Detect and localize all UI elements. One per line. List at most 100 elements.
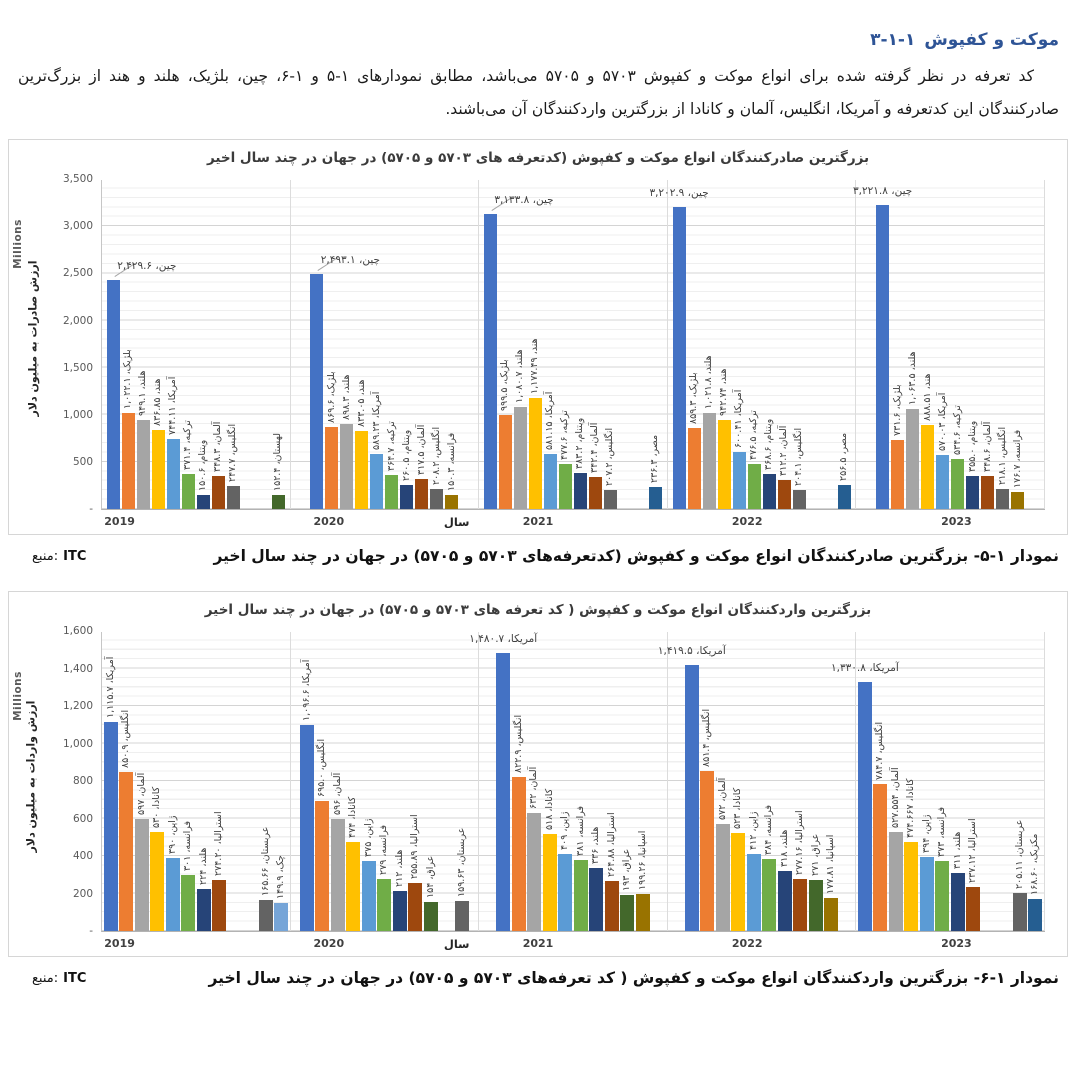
year-group-2019: چین، ۲,۴۲۹.۶ بلژیک، ۱,۰۲۲.۱ هلند، ۹۴۹.۱ هند… [102,179,291,510]
bar-slot: انگلیس، ۸۲۲.۹ [511,631,526,932]
bar-slot: آمریکا، ۵۷۰.۰۳ [936,179,950,510]
plot-grid: آمریکا، ۱,۱۱۵.۷ انگلیس، ۸۵۰.۹ آلمان، ۵۹۷ کا… [101,631,1045,933]
bar-اسپانیا [824,897,839,932]
bar-slot: ترکیه، ۵۳۴.۶ [951,179,965,510]
bar-slot: ترکیه، ۳۷۱.۴ [181,179,195,510]
bar-مصر [837,484,851,510]
bar-slot: آمریکا، ۱,۱۱۵.۷ [103,631,118,932]
bar-value-label: چین، ۳,۲۲۱.۸ [853,185,913,198]
bar-value-label: آلمان، ۳۴۲.۴ [589,422,601,473]
x-axis-title: سال [443,937,470,952]
bar-آلمان [211,476,225,510]
y-tick-label: 200 [72,887,93,900]
bar-هند [921,425,935,510]
bar-value-label: فرانسه، ۳۷۳ [936,807,948,858]
year-group-2019: آمریکا، ۱,۱۱۵.۷ انگلیس، ۸۵۰.۹ آلمان، ۵۹۷ کا… [102,631,291,932]
bar-slot: آلمان، ۶۳۲ [527,631,542,932]
bar-value-label: ترکیه، ۳۶۴.۷ [385,420,397,471]
bar-slot: انگلیس، ۸۵۱.۴ [700,631,715,932]
bar-slot: فرانسه، ۱۵۰.۳ [445,179,459,510]
bar-کانادا [904,842,919,932]
y-tick-label: 3,000 [62,220,93,233]
bar-هلند [906,408,920,510]
bar-value-label: هلند، ۸۹۸.۳ [340,374,352,421]
bar-چک [274,903,289,932]
bar-value-label: کانادا، ۵۱۸ [543,788,555,830]
source-2: منبع: ITC [32,971,86,986]
year-group-2020: چین، ۲,۴۹۳.۱ بلژیک، ۸۶۹.۶ هلند، ۸۹۸.۳ هند، … [291,179,480,510]
bar-value-label: آمریکا، ۵۷۰.۰۳ [936,392,948,452]
bar-آلمان [134,819,149,932]
bar-slot: آلمان، ۵۷۲ [715,631,730,932]
bar-value-label: آلمان، ۳۱۲.۲ [778,425,790,476]
bar-slot: انگلیس، ۲۰۴.۱ [792,179,806,510]
bar-slot: عراق، ۲۷۱ [808,631,823,932]
bar-slot: هلند، ۳۱۱ [950,631,965,932]
bar-آلمان [981,476,995,510]
bar-value-label: عربستان، ۱۵۹.۶۳ [455,827,467,898]
bar-slot: استرالیا، ۲۳۷.۱۲ [966,631,981,932]
source-1-label: منبع: [32,549,59,565]
bar-value-label: عراق، ۱۵۴ [424,855,436,899]
bar-ژاپن [361,860,376,932]
bar-slot: هلند، ۱,۰۶۳.۵ [906,179,920,510]
source-1-value: ITC [63,549,87,565]
bar-هلند [196,889,211,932]
bar-فرانسه [573,859,588,932]
bar-slot: مکزیک، ۱۶۸.۶۰ [1028,631,1043,932]
bar-کانادا [346,842,361,932]
bar-value-label: ژاپن، ۴۱۲ [747,811,759,850]
bar-هلند [513,407,527,510]
bar-slot: فرانسه، ۳۰۱ [181,631,196,932]
bar-value-label: انگلیس، ۸۵۱.۴ [701,709,713,768]
bar-value-label: انگلیس، ۲۰۷.۲ [604,427,616,486]
bar-بلژیک [121,412,135,510]
source-2-label: منبع: [32,971,59,987]
bar-value-label: استرالیا، ۲۶۴.۸۸ [605,812,617,878]
bar-value-label: هلند، ۳۳۶ [590,826,602,865]
bar-value-label: فرانسه، ۱۵۰.۳ [445,432,457,491]
bar-slot: استرالیا، ۲۵۵.۸۹ [408,631,423,932]
bar-slot: ویتنام، ۱۵۰.۶ [196,179,210,510]
bar-هند [528,398,542,510]
y-tick-label: 600 [72,812,93,825]
bar-عراق [423,902,438,932]
bar-بلژیک [498,414,512,510]
bar-value-label: عربستان، ۲۰۵.۱۱ [1013,819,1025,889]
bar-value-label: آمریکا، ۵۸۹.۲۳ [370,391,382,450]
bar-slot: هلند، ۳۳۶ [589,631,604,932]
x-tick-2020: 2020 [313,937,345,951]
bar-value-label: هلند، ۱,۰۶۳.۵ [906,351,918,405]
bar-slot: چین، ۳,۲۰۲.۹ [649,179,709,510]
bar-slot: آلمان، ۵۹۶ [330,631,345,932]
bar-آلمان [715,823,730,932]
bar-slot: عربستان، ۱۶۵.۶۶ [258,631,273,932]
bar-value-label: ویتنام، ۳۵۵.۰ [966,420,978,472]
bar-slot: چین، ۲,۴۹۳.۱ [310,179,380,510]
bar-value-label: آلمان، ۵۹۷ [135,772,147,816]
bar-ترکیه [747,464,761,510]
bar-slot: هلند، ۸۹۸.۳ [340,179,354,510]
bar-value-label: هلند، ۲۲۴ [197,847,209,886]
bar-value-label: فرانسه، ۱۷۶.۷ [1011,430,1023,489]
bar-slot: بلژیک، ۸۶۹.۶ [325,179,339,510]
bar-value-label: ژاپن، ۳۹۴ [920,814,932,854]
bar-slot: کانادا، ۵۱۸ [542,631,557,932]
bar-هلند [777,871,792,932]
bar-slot: عراق، ۱۹۳ [620,631,635,932]
exporters-chart: بزرگترین صادرکنندگان انواع موکت و کفپوش … [8,139,1068,536]
y-tick-label: - [89,503,93,516]
bar-value-label: عراق، ۱۹۳ [621,848,633,891]
bar-slot: آلمان، ۳۴۸.۶ [981,179,995,510]
year-group-2022: چین، ۳,۲۰۲.۹ بلژیک، ۸۵۹.۳ هلند، ۱,۰۲۱.۸ هند… [649,179,857,510]
bar-value-label: انگلیس، ۲۱۸.۱ [996,426,1008,485]
bar-slot: هند، ۸۳۶.۸۵ [151,179,165,510]
section-title: موکت و کفپوش [924,30,1059,50]
bar-slot: چین، ۲,۴۲۹.۶ [106,179,176,510]
bar-value-label: انگلیس، ۲۴۷.۷ [227,423,239,482]
bar-value-label: فرانسه، ۳۸۴ [763,805,775,856]
bar-slot: عراق، ۱۵۴ [423,631,438,932]
bar-slot: بلژیک، ۷۳۱.۶ [891,179,905,510]
bar-slot: هند، ۹۴۲.۷۴ [717,179,731,510]
y-axis-title: ارزش واردات به میلیون دلار [24,700,38,853]
